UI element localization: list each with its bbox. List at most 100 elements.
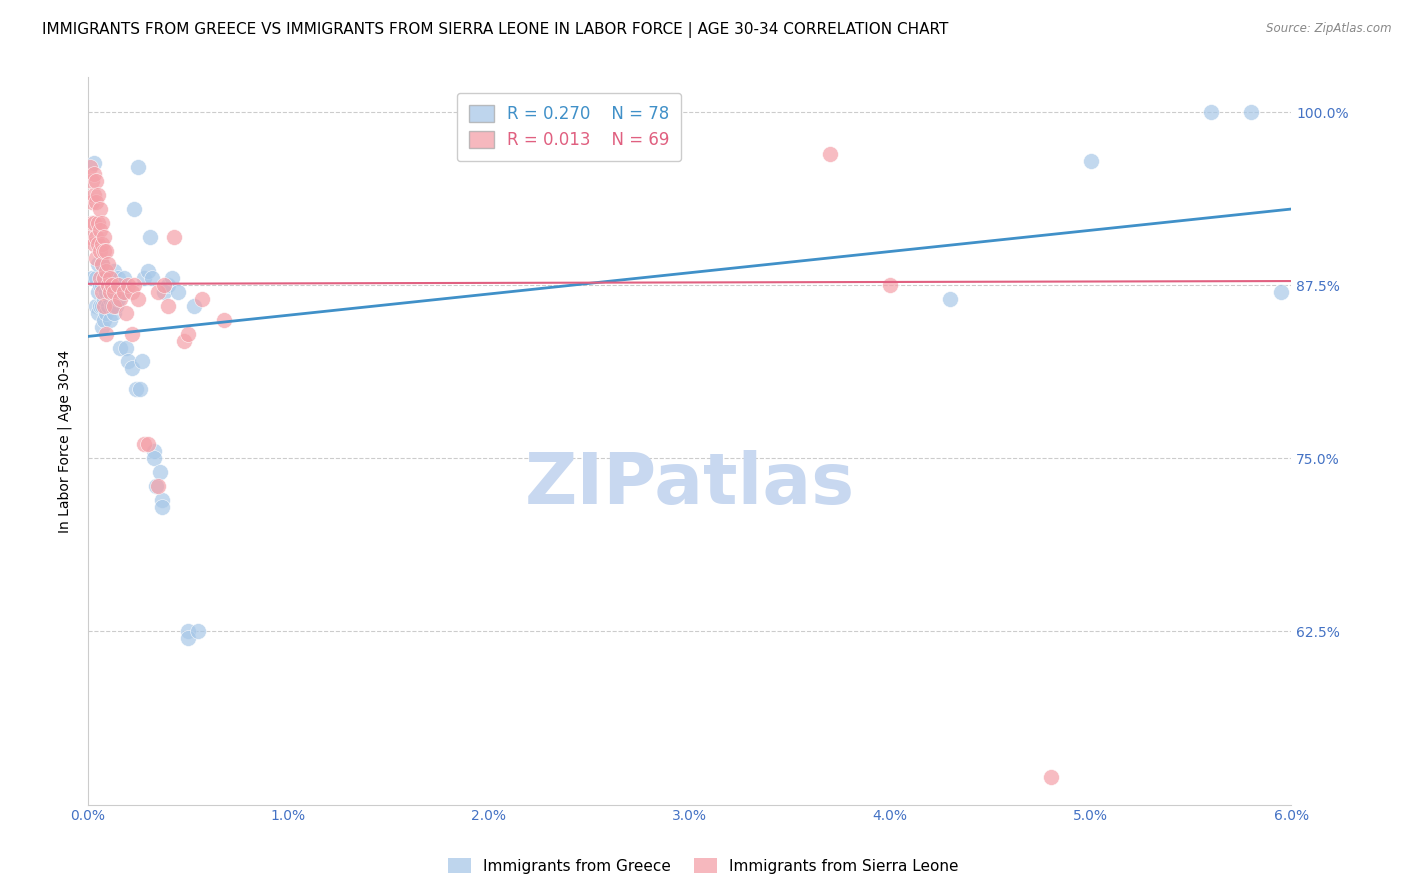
Point bbox=[84, 174, 107, 188]
Point bbox=[93, 271, 115, 285]
Point bbox=[94, 264, 117, 278]
Point bbox=[156, 299, 179, 313]
Point bbox=[103, 285, 125, 300]
Point bbox=[84, 271, 107, 285]
Point bbox=[83, 188, 105, 202]
Point bbox=[103, 264, 125, 278]
Point bbox=[90, 278, 112, 293]
Point bbox=[84, 229, 107, 244]
Point bbox=[98, 285, 121, 300]
Point bbox=[103, 306, 125, 320]
Point bbox=[100, 278, 122, 293]
Text: IMMIGRANTS FROM GREECE VS IMMIGRANTS FROM SIERRA LEONE IN LABOR FORCE | AGE 30-3: IMMIGRANTS FROM GREECE VS IMMIGRANTS FRO… bbox=[42, 22, 949, 38]
Point bbox=[90, 216, 112, 230]
Point bbox=[89, 244, 111, 258]
Point bbox=[177, 624, 200, 639]
Point bbox=[177, 632, 200, 646]
Point bbox=[90, 236, 112, 251]
Point bbox=[103, 299, 125, 313]
Point bbox=[107, 292, 129, 306]
Point bbox=[83, 236, 105, 251]
Point bbox=[1080, 153, 1102, 168]
Point bbox=[89, 299, 111, 313]
Point bbox=[1240, 105, 1263, 120]
Point bbox=[93, 313, 115, 327]
Point bbox=[177, 326, 200, 341]
Point bbox=[191, 292, 214, 306]
Point bbox=[93, 292, 115, 306]
Point bbox=[141, 271, 163, 285]
Point bbox=[86, 257, 108, 271]
Point bbox=[136, 437, 159, 451]
Point bbox=[98, 271, 121, 285]
Point bbox=[108, 278, 131, 293]
Point bbox=[79, 229, 101, 244]
Point bbox=[108, 341, 131, 355]
Point bbox=[83, 216, 105, 230]
Point bbox=[90, 257, 112, 271]
Point bbox=[86, 285, 108, 300]
Point bbox=[90, 299, 112, 313]
Point bbox=[112, 271, 135, 285]
Point bbox=[84, 251, 107, 265]
Point bbox=[97, 257, 120, 271]
Point bbox=[150, 492, 173, 507]
Point bbox=[83, 156, 105, 170]
Point bbox=[83, 168, 105, 182]
Point bbox=[86, 306, 108, 320]
Point bbox=[879, 278, 901, 293]
Point bbox=[160, 271, 183, 285]
Point bbox=[80, 195, 103, 210]
Point bbox=[114, 341, 136, 355]
Text: ZIPatlas: ZIPatlas bbox=[524, 450, 855, 519]
Point bbox=[93, 299, 115, 313]
Point bbox=[173, 334, 195, 348]
Point bbox=[156, 278, 179, 293]
Point bbox=[125, 382, 148, 396]
Point bbox=[93, 271, 115, 285]
Point bbox=[122, 278, 145, 293]
Point bbox=[80, 174, 103, 188]
Point bbox=[153, 278, 176, 293]
Point bbox=[122, 202, 145, 216]
Point bbox=[97, 278, 120, 293]
Point bbox=[98, 292, 121, 306]
Point bbox=[131, 354, 153, 368]
Point bbox=[117, 278, 139, 293]
Point bbox=[104, 299, 127, 313]
Point bbox=[93, 244, 115, 258]
Point bbox=[153, 285, 176, 300]
Point bbox=[163, 229, 186, 244]
Point bbox=[98, 271, 121, 285]
Point bbox=[89, 271, 111, 285]
Point bbox=[132, 271, 155, 285]
Point bbox=[114, 306, 136, 320]
Point bbox=[167, 285, 190, 300]
Point bbox=[89, 278, 111, 293]
Point bbox=[98, 313, 121, 327]
Point bbox=[146, 285, 169, 300]
Point bbox=[90, 285, 112, 300]
Point bbox=[142, 444, 165, 458]
Point bbox=[136, 264, 159, 278]
Point bbox=[86, 216, 108, 230]
Point bbox=[127, 161, 149, 175]
Point bbox=[939, 292, 962, 306]
Point bbox=[127, 292, 149, 306]
Point bbox=[149, 465, 172, 479]
Point bbox=[86, 236, 108, 251]
Point bbox=[1039, 770, 1062, 784]
Point bbox=[121, 326, 143, 341]
Point bbox=[84, 299, 107, 313]
Point bbox=[818, 146, 841, 161]
Point bbox=[94, 306, 117, 320]
Point bbox=[94, 326, 117, 341]
Point bbox=[183, 299, 205, 313]
Point bbox=[145, 479, 167, 493]
Point bbox=[90, 319, 112, 334]
Point bbox=[139, 229, 162, 244]
Point bbox=[107, 278, 129, 293]
Point bbox=[107, 271, 129, 285]
Point bbox=[187, 624, 209, 639]
Point bbox=[150, 500, 173, 514]
